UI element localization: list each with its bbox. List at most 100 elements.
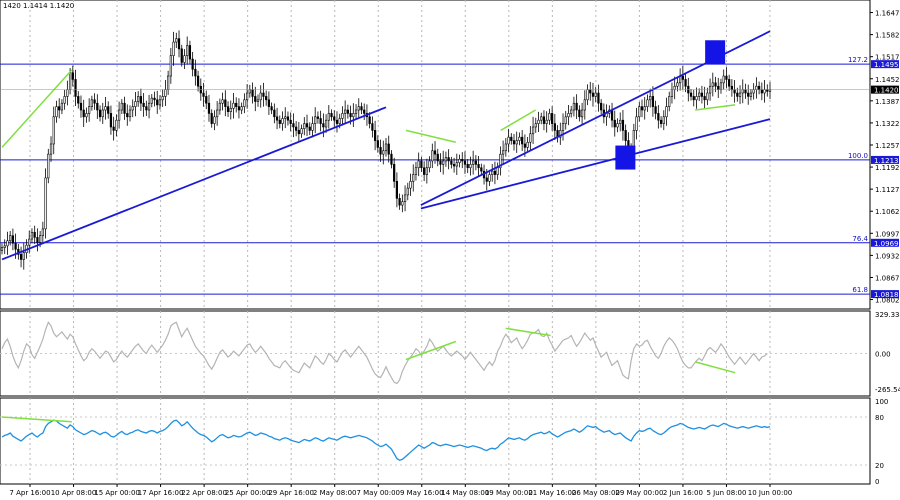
price-tick-label-2: 1.1517 <box>875 54 900 62</box>
candle-body-30 <box>82 109 85 118</box>
candle-body-202 <box>551 113 554 124</box>
price-tick-label-12: 1.0867 <box>875 274 900 282</box>
ohlc-readout: 1420 1.1414 1.1420 <box>3 2 74 10</box>
candle-body-67 <box>183 55 186 63</box>
candle-body-148 <box>403 194 407 203</box>
candle-body-12 <box>33 231 36 238</box>
price-pane <box>0 0 871 310</box>
candle-body-62 <box>169 55 172 77</box>
candle-body-69 <box>188 45 192 60</box>
candle-body-75 <box>205 96 208 104</box>
cci-divergence-2 <box>694 361 736 374</box>
candle-body-56 <box>153 97 156 101</box>
candle-body-163 <box>444 157 448 162</box>
candle-body-236 <box>643 106 646 111</box>
rsi-tick-label-0: 100 <box>875 398 888 406</box>
candle-body-273 <box>744 89 747 94</box>
candle-body-152 <box>414 167 418 175</box>
candle-body-107 <box>292 123 295 128</box>
candle-body-276 <box>752 89 755 94</box>
candle-body-55 <box>150 97 153 104</box>
level-value-2: 1.0969 <box>874 240 899 248</box>
candle-body-7 <box>19 254 23 260</box>
candle-body-192 <box>523 143 527 148</box>
candle-body-227 <box>619 119 622 124</box>
rsi-divergence-0 <box>1 416 72 423</box>
candle-body-81 <box>221 99 224 104</box>
candle-body-42 <box>115 119 118 131</box>
cci-tick-label-0: 329.3341 <box>875 311 900 319</box>
candle-body-168 <box>458 158 461 163</box>
candle-body-175 <box>477 164 480 169</box>
candle-body-268 <box>730 85 733 90</box>
candle-body-47 <box>128 109 132 118</box>
candle-body-104 <box>284 116 287 119</box>
candle-body-181 <box>493 170 497 175</box>
candle-body-105 <box>286 116 290 121</box>
candle-body-190 <box>518 136 521 141</box>
candle-body-171 <box>466 164 469 169</box>
candle-body-140 <box>382 150 385 155</box>
candle-body-188 <box>512 140 516 145</box>
candle-body-29 <box>79 102 83 111</box>
candle-body-108 <box>295 126 298 131</box>
candle-body-150 <box>409 181 412 189</box>
candle-body-157 <box>428 160 431 169</box>
candle-body-201 <box>548 113 551 121</box>
candle-body-74 <box>202 92 205 97</box>
candle-body-19 <box>52 116 55 145</box>
candle-body-110 <box>300 128 303 135</box>
candle-body-172 <box>469 164 472 169</box>
candle-body-248 <box>676 82 679 87</box>
candle-body-196 <box>534 123 537 128</box>
candle-body-277 <box>755 85 758 90</box>
time-tick-label-14: 29 May 00:00 <box>615 489 663 497</box>
cci-tick-label-1: 0.00 <box>875 351 891 359</box>
candle-body-170 <box>463 160 467 165</box>
candle-body-91 <box>248 89 251 94</box>
candle-body-240 <box>654 106 657 114</box>
candle-body-247 <box>673 85 676 90</box>
candle-body-95 <box>259 92 262 101</box>
candle-body-261 <box>711 82 714 87</box>
price-tick-label-1: 1.1582 <box>875 32 900 40</box>
candle-body-51 <box>139 96 143 104</box>
current-price-label: 1.1420 <box>874 87 899 95</box>
candle-body-164 <box>447 157 450 162</box>
candle-body-186 <box>507 136 510 145</box>
candle-body-129 <box>352 113 355 118</box>
candle-body-135 <box>368 116 371 124</box>
candle-body-4 <box>11 235 15 244</box>
candle-body-176 <box>480 167 483 172</box>
time-tick-label-10: 14 May 08:00 <box>441 489 489 497</box>
candle-body-17 <box>47 153 50 179</box>
time-tick-label-0: 7 Apr 16:00 <box>9 489 50 497</box>
rsi-tick-label-1: 80 <box>875 414 884 422</box>
candle-body-156 <box>425 167 428 175</box>
candle-body-144 <box>393 164 396 182</box>
price-tick-label-4: 1.1387 <box>875 98 900 106</box>
candle-body-103 <box>281 118 284 124</box>
candle-body-79 <box>216 109 219 118</box>
candle-body-123 <box>335 119 339 124</box>
candle-body-220 <box>600 102 603 111</box>
signal-marker-1 <box>705 40 726 65</box>
candle-body-256 <box>698 92 701 97</box>
candle-body-128 <box>349 113 352 118</box>
candle-body-138 <box>376 140 379 148</box>
candle-body-27 <box>74 79 77 97</box>
candle-body-203 <box>553 123 556 131</box>
candle-body-72 <box>196 75 200 87</box>
candle-body-255 <box>695 96 698 101</box>
candle-body-263 <box>717 85 720 90</box>
candle-body-254 <box>692 96 695 101</box>
candle-body-234 <box>638 106 641 118</box>
candle-body-169 <box>461 158 464 162</box>
candle-body-87 <box>237 106 241 111</box>
time-tick-label-7: 2 May 08:00 <box>313 489 357 497</box>
candle-body-71 <box>194 68 197 77</box>
divergence-line-0 <box>1 69 73 148</box>
candle-body-78 <box>213 116 216 124</box>
candle-body-23 <box>63 96 66 104</box>
candle-body-48 <box>131 106 134 111</box>
